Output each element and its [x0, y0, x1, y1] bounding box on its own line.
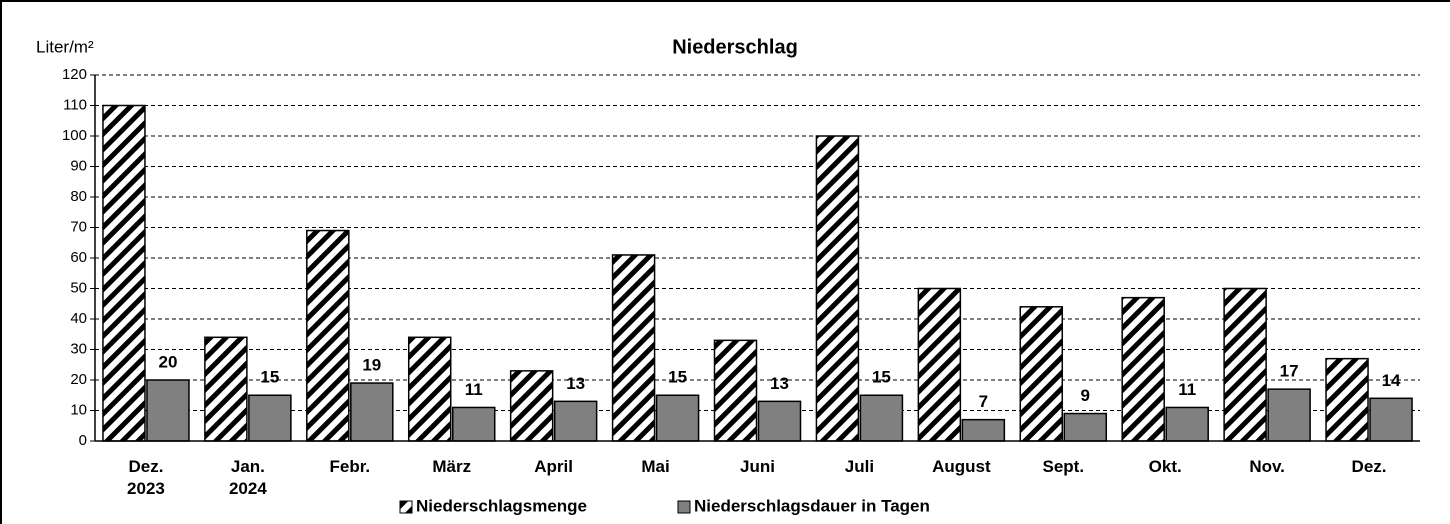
y-tick-label: 30 [70, 340, 87, 357]
bar [655, 394, 700, 442]
bar [407, 336, 452, 442]
bar [350, 382, 394, 442]
x-tick-label: Dez. [1351, 457, 1387, 476]
bar [1325, 357, 1369, 442]
bar [204, 336, 248, 442]
bar [553, 400, 598, 442]
x-tick-label: Mai [641, 457, 670, 476]
x-tick-label: Jan. 2024 [228, 457, 267, 498]
x-tick-label: März [432, 457, 472, 476]
data-label: 19 [362, 356, 381, 375]
data-label: 15 [668, 368, 687, 387]
data-label: 13 [566, 374, 585, 393]
bar [306, 229, 350, 442]
x-tick-label: Nov. [1249, 457, 1285, 476]
chart-title: Niederschlag [672, 36, 798, 58]
bar [102, 104, 146, 442]
y-tick-label: 80 [70, 188, 87, 205]
data-label: 9 [1081, 386, 1090, 405]
bar [1369, 397, 1413, 442]
bar [248, 394, 292, 442]
data-label: 14 [1382, 371, 1401, 390]
y-tick-label: 120 [62, 66, 87, 83]
bar [815, 135, 860, 442]
x-tick-label: April [534, 457, 573, 476]
bar [917, 287, 962, 442]
data-label: 7 [979, 392, 988, 411]
bar [509, 370, 554, 442]
x-tick-label: Febr. [329, 457, 371, 476]
bar [1267, 388, 1311, 442]
legend-swatch [677, 500, 691, 514]
y-tick-label: 0 [79, 432, 87, 449]
y-tick-label: 110 [63, 96, 87, 113]
data-label: 17 [1280, 362, 1299, 381]
data-label: 15 [260, 368, 279, 387]
y-tick-label: 20 [70, 371, 87, 388]
x-tick-label: Juni [740, 457, 775, 476]
y-tick-label: 40 [70, 310, 87, 327]
bar [713, 339, 758, 442]
x-tick-label: Juli [844, 457, 875, 476]
y-tick-label: 60 [70, 249, 87, 266]
data-label: 20 [159, 352, 178, 371]
x-tick-label: Okt. [1148, 457, 1182, 476]
bar [611, 254, 656, 442]
data-label: 11 [1178, 380, 1196, 399]
bar [961, 418, 1006, 442]
data-label: 13 [770, 374, 789, 393]
x-tick-label: Sept. [1042, 457, 1085, 476]
bar [1223, 287, 1267, 442]
bar [1063, 412, 1108, 442]
bar [1121, 296, 1165, 442]
legend-label: Niederschlagsmenge [416, 496, 587, 515]
bar [1019, 306, 1064, 442]
x-tick-label: August [932, 457, 991, 476]
y-tick-label: 50 [70, 279, 87, 296]
legend-label: Niederschlagsdauer in Tagen [694, 496, 930, 515]
legend-swatch [399, 500, 413, 514]
y-tick-label: 10 [70, 401, 87, 418]
bar [1165, 406, 1209, 442]
bar [859, 394, 904, 442]
data-label: 11 [465, 380, 483, 399]
bar [146, 379, 190, 442]
bar [757, 400, 802, 442]
y-tick-label: 100 [62, 127, 87, 144]
y-tick-label: 70 [70, 218, 87, 235]
data-label: 15 [872, 368, 891, 387]
x-tick-label: Dez. 2023 [127, 457, 165, 498]
bar [451, 406, 496, 442]
y-tick-label: 90 [70, 157, 87, 174]
y-axis-label: Liter/m² [36, 37, 94, 56]
